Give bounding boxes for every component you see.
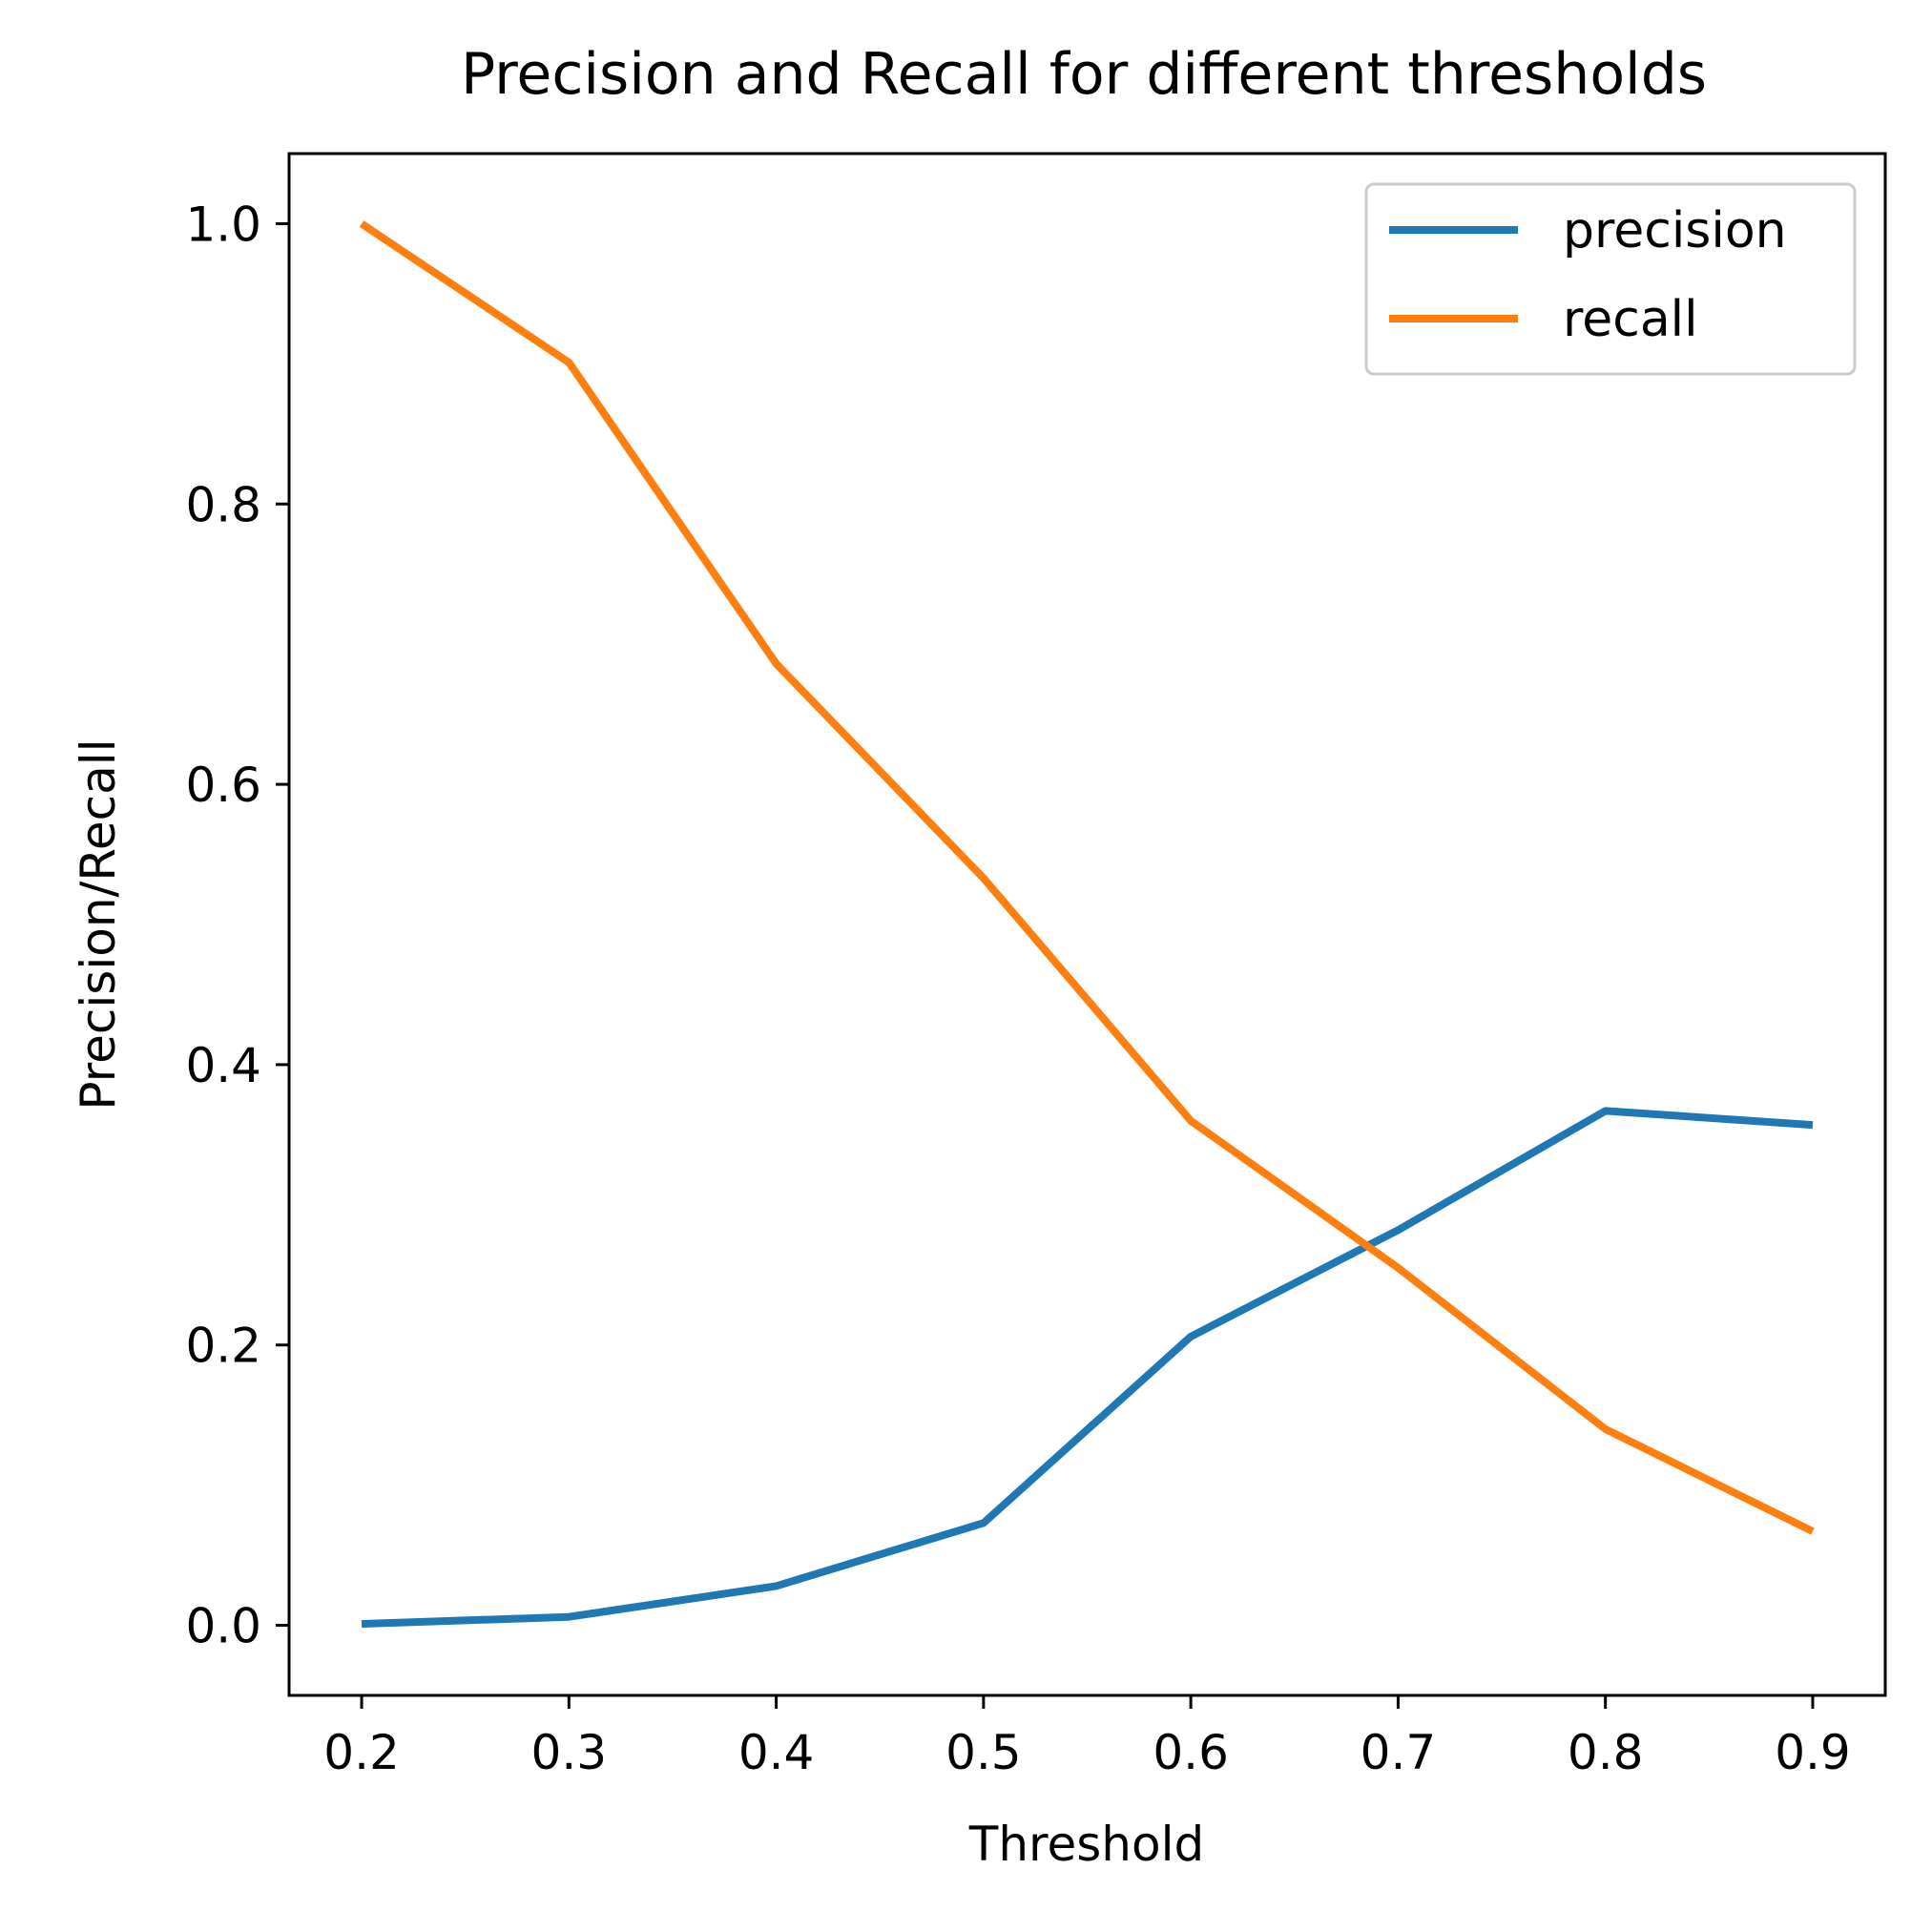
x-tick-label: 0.9 — [1775, 1725, 1851, 1780]
y-tick-label: 0.0 — [185, 1599, 261, 1654]
y-tick-label: 0.8 — [185, 477, 261, 532]
series-layer — [359, 220, 1815, 1629]
x-tick-label: 0.4 — [738, 1725, 815, 1780]
y-axis-label: Precision/Recall — [71, 738, 126, 1110]
series-line-precision — [361, 1107, 1814, 1629]
chart-title: Precision and Recall for different thres… — [461, 41, 1707, 108]
legend-label-recall: recall — [1563, 291, 1698, 348]
x-axis-label: Threshold — [968, 1817, 1204, 1872]
axes-frame — [289, 154, 1885, 1695]
legend-label-precision: precision — [1563, 202, 1787, 260]
series-line-recall — [359, 220, 1815, 1535]
x-tick-label: 0.5 — [945, 1725, 1022, 1780]
y-tick-label: 0.6 — [185, 758, 261, 813]
x-tick-label: 0.6 — [1153, 1725, 1229, 1780]
y-tick-label: 0.2 — [185, 1319, 261, 1374]
y-tick-label: 1.0 — [185, 197, 261, 252]
plot-area: 0.2 0.3 0.4 0.5 0.6 0.7 0.8 0.9 0.0 0.2 0.4 0.6 0.8… — [185, 152, 1887, 1780]
axes-border — [287, 152, 1887, 1697]
y-axis: 0.0 0.2 0.4 0.6 0.8 1.0 — [185, 197, 289, 1654]
x-tick-label: 0.2 — [323, 1725, 400, 1780]
legend: precision recall — [1364, 182, 1857, 376]
x-axis: 0.2 0.3 0.4 0.5 0.6 0.7 0.8 0.9 — [323, 1695, 1851, 1780]
y-tick-label: 0.4 — [185, 1038, 261, 1093]
x-tick-label: 0.7 — [1361, 1725, 1437, 1780]
x-tick-label: 0.8 — [1568, 1725, 1644, 1780]
x-tick-label: 0.3 — [531, 1725, 608, 1780]
